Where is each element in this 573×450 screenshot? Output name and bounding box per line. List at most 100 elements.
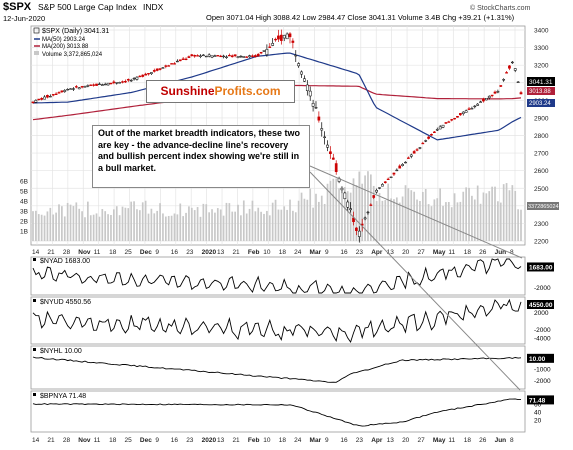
candle-body [83,86,87,88]
volume-bar [156,210,159,241]
candle-body [121,81,124,83]
date-axis-label: 20 [402,437,410,444]
date-axis-label: 27 [417,437,425,444]
candle-body [424,140,428,142]
candle-body [66,88,70,91]
volume-bar [214,212,216,241]
candle-body [207,54,211,57]
candle-body [441,124,445,128]
volume-bar [393,199,395,241]
ma50-line [32,52,522,141]
date-axis-label: 25 [125,249,133,256]
date-axis-label: 18 [464,437,472,444]
candle-body [508,65,511,69]
volume-bar [502,184,505,241]
bpnya-axis-label: 20 [534,418,542,425]
volume-bar [390,198,392,241]
candle-body [129,79,133,82]
nyad-panel-frame [30,256,526,296]
volume-bar [216,208,219,241]
date-axis-label: 8 [510,437,514,444]
date-label: 12-Jun-2020 [3,14,45,23]
volume-bar [199,216,202,241]
volume-bar [193,210,196,241]
candle-body [331,157,335,160]
volume-bar [465,187,467,241]
date-axis-label: Feb [248,437,260,444]
candle-body [453,118,456,120]
candle-body [265,49,269,55]
volume-bar [439,188,441,241]
volume-bar [395,197,398,241]
candle-body [300,71,303,75]
volume-bar [150,208,153,241]
volume-bar [159,203,161,241]
volume-bar [326,183,329,241]
candle-body [213,55,217,57]
candle-body [314,107,318,109]
volume-bar [173,213,176,241]
date-axis-label: 10 [263,249,271,256]
candle-body [230,55,234,58]
price-axis-label: 3200 [534,63,549,70]
candle-body [31,101,35,104]
nyad-axis-label: -2000 [534,285,551,292]
date-axis-label: 2020 [202,437,217,444]
candle-body [210,55,214,58]
date-axis-label: 23 [186,437,194,444]
candle-body [173,63,176,65]
candle-body [412,151,416,154]
candle-body [86,85,90,87]
volume-bar [346,191,349,241]
volume-bar [424,189,427,241]
volume-bar [479,203,482,241]
volume-bar [208,212,210,241]
candle-body [225,56,228,58]
date-axis-label: 20 [402,249,410,256]
volume-bar [320,195,323,241]
nyad-line [32,258,522,294]
annotation-box: Out of the market breadth indicators, th… [92,125,310,188]
candle-body [407,157,410,159]
candle-body [251,55,254,57]
volume-bar [240,215,242,241]
candle-body [505,72,508,74]
candle-body [109,82,113,85]
volume-bar [338,188,340,241]
date-axis-label: Mar [310,249,322,256]
nyad-title: $NYAD 1683.00 [40,258,90,265]
volume-bar [237,204,239,241]
candle-body [513,68,517,71]
volume-bar [136,209,138,241]
candle-body [285,33,289,40]
date-axis-label: 18 [109,249,117,256]
volume-bar [87,201,89,241]
volume-bar [225,202,228,241]
volume-bar [124,207,127,241]
nyad-value-text: 1683.00 [529,264,553,271]
candle-body [473,105,477,108]
candle-body [216,55,220,57]
volume-bar [205,204,208,241]
close-tag: 3041.31 [529,79,553,86]
volume-bar [196,207,199,241]
legend-volume: Volume 3,372,865,024 [42,52,103,58]
candle-body [103,83,107,86]
candle-body [51,94,55,96]
candle-body [181,58,185,60]
candle-body [152,70,156,72]
volume-bar [421,191,424,241]
volume-bar [378,193,381,241]
volume-bar [471,195,473,241]
volume-bar [176,214,179,241]
volume-bar [381,200,384,241]
volume-bar [211,209,213,241]
candle-body [161,67,165,69]
volume-bar [459,201,462,241]
date-axis-label: 11 [94,249,101,256]
volume-bar [95,213,98,241]
date-axis-label: Nov [78,249,91,256]
volume-bar [453,193,456,241]
volume-bar [61,206,63,241]
volume-bar [303,198,306,241]
